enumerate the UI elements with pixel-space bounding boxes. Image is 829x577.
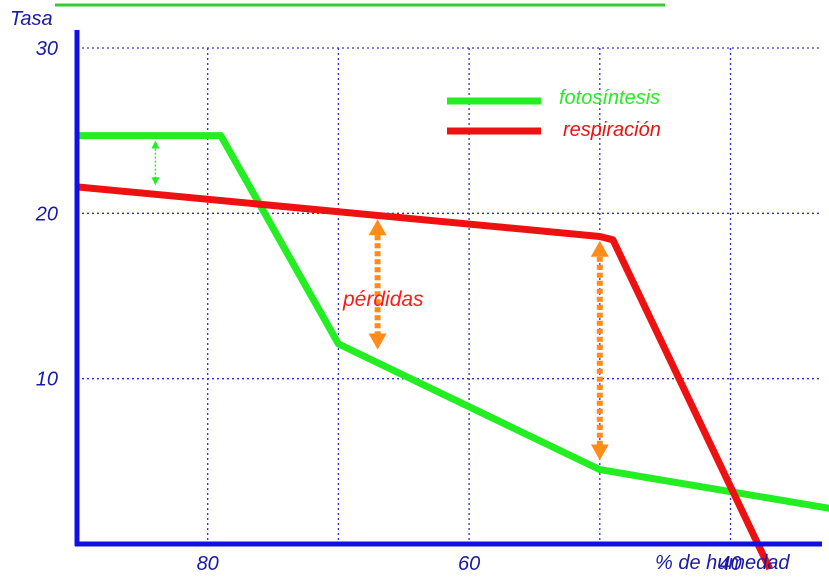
y-tick-label: 20 bbox=[35, 203, 58, 225]
axes bbox=[74, 30, 822, 547]
series-lines bbox=[76, 132, 829, 571]
x-axis-label: % de humedad bbox=[655, 552, 790, 574]
x-tick-label: 60 bbox=[458, 553, 480, 575]
legend-label-respiracion: respiración bbox=[563, 119, 661, 141]
series-line-1 bbox=[76, 183, 773, 571]
legend-label-fotosintesis: fotosíntesis bbox=[559, 87, 660, 109]
difference-arrows bbox=[151, 140, 609, 461]
y-tick-label: 10 bbox=[36, 369, 58, 391]
x-tick-label: 40 bbox=[719, 553, 741, 575]
legend: fotosíntesis respiración bbox=[447, 87, 661, 141]
y-axis-label: Tasa bbox=[10, 8, 53, 30]
x-tick-label: 80 bbox=[197, 553, 219, 575]
tick-labels: 80 60 40 10 20 30 bbox=[35, 38, 742, 575]
annotation-perdidas: pérdidas bbox=[342, 288, 424, 311]
y-tick-label: 30 bbox=[36, 38, 58, 60]
grid bbox=[77, 47, 822, 544]
